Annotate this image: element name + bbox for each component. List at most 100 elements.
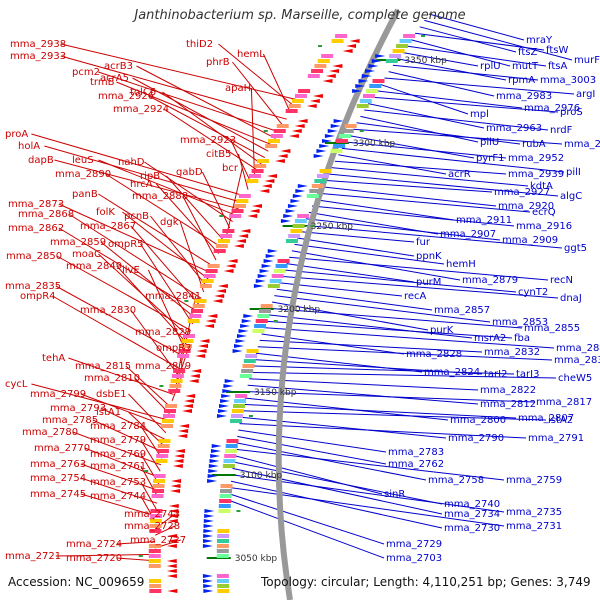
gene-label-mma-2769[interactable]: mma_2769 [90,449,146,460]
gene-label-mma-2817[interactable]: mma_2817 [536,397,592,408]
gene-label-acrb3[interactable]: acrB3 [104,61,133,72]
gene-label-rpma[interactable]: rpmA [508,75,535,86]
gene-label-folk[interactable]: folK [96,207,115,218]
gene-label-nahd[interactable]: nahD [118,157,145,168]
gene-label-argi[interactable]: argI [576,89,595,100]
gene-label-mma-2873[interactable]: mma_2873 [8,199,64,210]
gene-label-ilve[interactable]: ilvE [122,265,140,276]
gene-label-reca[interactable]: recA [404,291,427,302]
gene-label-mma-2753[interactable]: mma_2753 [90,477,146,488]
gene-label-apah[interactable]: apaH [225,83,251,94]
gene-label-mma-2735[interactable]: mma_2735 [506,507,562,518]
gene-label-mma-2888[interactable]: mma_2888 [132,191,188,202]
gene-label-mma-2976[interactable]: mma_2976 [524,103,580,114]
gene-label-mma-2907[interactable]: mma_2907 [440,229,496,240]
gene-label-mma-2924[interactable]: mma_2924 [113,104,169,115]
gene-label-mma-2868[interactable]: mma_2868 [18,209,74,220]
gene-label-mma-2703[interactable]: mma_2703 [386,553,442,564]
gene-label-mma-2785[interactable]: mma_2785 [42,415,98,426]
gene-label-mma-2938[interactable]: mma_2938 [10,39,66,50]
gene-label-mma-2743[interactable]: mma_2743 [124,509,180,520]
gene-label-mma-2952[interactable]: mma_2952 [508,153,564,164]
gene-label-phrb[interactable]: phrB [206,57,230,68]
gene-label-mma-2859[interactable]: mma_2859 [50,237,106,248]
gene-label-mma-2721[interactable]: mma_2721 [5,551,61,562]
gene-label-mma-2734[interactable]: mma_2734 [444,509,500,520]
gene-label-mma-2759[interactable]: mma_2759 [506,475,562,486]
gene-label-murf[interactable]: murF [574,55,600,66]
gene-label-citb5[interactable]: citB5 [206,149,231,160]
gene-label-mma-2800[interactable]: mma_2800 [450,415,506,426]
gene-label-mma-2829[interactable]: mma_2829 [135,327,191,338]
gene-label-cynt2[interactable]: cynT2 [518,287,548,298]
gene-label-ftsa[interactable]: ftsA [548,61,567,72]
gene-label-mma-2916[interactable]: mma_2916 [516,221,572,232]
gene-label-ecrq[interactable]: ecrQ [532,207,556,218]
gene-label-mma-2862[interactable]: mma_2862 [8,223,64,234]
gene-label-mma-2819[interactable]: mma_2819 [135,361,191,372]
gene-label-hrca[interactable]: hrcA [130,179,153,190]
gene-label-sinr[interactable]: sinR [384,489,405,500]
gene-label-mma-2927[interactable]: mma_2927 [494,187,550,198]
gene-label-mma-2853[interactable]: mma_2853 [492,317,548,328]
gene-label-mma-2720[interactable]: mma_2720 [66,553,122,564]
gene-label-mma-2783[interactable]: mma_2783 [388,447,444,458]
gene-label-mma-2855[interactable]: mma_2855 [524,323,580,334]
gene-label-acra5[interactable]: acrA5 [100,73,129,84]
gene-label-mma-2850[interactable]: mma_2850 [6,251,62,262]
gene-label-hemh[interactable]: hemH [446,259,476,270]
gene-label-pros[interactable]: proS [560,107,583,118]
gene-label-fur[interactable]: fur [416,237,431,248]
gene-label-dsbe1[interactable]: dsbE1 [96,389,127,400]
gene-label-mray[interactable]: mraY [526,35,553,46]
gene-label-leus[interactable]: leuS [72,155,94,166]
gene-label-cycl[interactable]: cycL [5,379,28,390]
gene-label-mma-3003[interactable]: mma_3003 [540,75,596,86]
gene-label-dgk[interactable]: dgk [160,217,179,228]
gene-label-mma-2835[interactable]: mma_2835 [5,281,61,292]
gene-label-mma-2867[interactable]: mma_2867 [80,221,136,232]
gene-label-mma-2815[interactable]: mma_2815 [75,361,131,372]
gene-label-mma-2983[interactable]: mma_2983 [496,91,552,102]
gene-label-mma-2724[interactable]: mma_2724 [66,539,122,550]
gene-label-mpl[interactable]: mpl [470,109,489,120]
gene-label-mma-2911[interactable]: mma_2911 [456,215,512,226]
gene-label-mma-2964[interactable]: mma_2964 [564,139,600,150]
gene-label-mma-2920[interactable]: mma_2920 [498,201,554,212]
gene-label-pcnb[interactable]: pcnB [124,211,149,222]
gene-label-thid2[interactable]: thiD2 [186,39,213,50]
gene-label-pili[interactable]: pilI [566,167,581,178]
gene-label-ppnk[interactable]: ppnK [416,251,442,262]
gene-label-proa[interactable]: proA [5,129,28,140]
gene-label-ftsw[interactable]: ftsW [546,45,568,56]
gene-label-mma-2963[interactable]: mma_2963 [486,123,542,134]
gene-label-teha[interactable]: tehA [42,353,65,364]
gene-label-mma-2758[interactable]: mma_2758 [428,475,484,486]
gene-label-nrdf[interactable]: nrdF [550,125,573,136]
gene-label-ompr3[interactable]: ompR3 [156,343,192,354]
gene-label-ista2[interactable]: istA2 [548,415,573,426]
gene-label-mma-2729[interactable]: mma_2729 [386,539,442,550]
gene-label-mma-2763[interactable]: mma_2763 [30,459,86,470]
gene-label-ggt5[interactable]: ggt5 [564,243,587,254]
gene-label-hola[interactable]: holA [18,141,40,152]
gene-label-ruba[interactable]: rubA [522,139,546,150]
gene-label-mma-2926[interactable]: mma_2926 [98,91,154,102]
gene-label-pcm2[interactable]: pcm2 [72,67,100,78]
gene-label-purk[interactable]: purK [430,325,454,336]
gene-label-mma-2909[interactable]: mma_2909 [502,235,558,246]
gene-label-mma-2770[interactable]: mma_2770 [34,443,90,454]
gene-label-dapb[interactable]: dapB [28,155,54,166]
gene-label-mma-2784[interactable]: mma_2784 [90,421,146,432]
gene-label-mma-2857[interactable]: mma_2857 [434,305,490,316]
gene-label-mma-2842[interactable]: mma_2842 [556,343,600,354]
gene-label-ompr4[interactable]: ompR4 [20,291,56,302]
gene-label-dnaj[interactable]: dnaJ [560,293,582,304]
gene-label-mma-2779[interactable]: mma_2779 [90,435,146,446]
gene-label-mma-2879[interactable]: mma_2879 [462,275,518,286]
gene-label-rplu[interactable]: rplU [480,61,501,72]
gene-label-mma-2890[interactable]: mma_2890 [55,169,111,180]
gene-label-kdta[interactable]: kdtA [530,181,553,192]
gene-label-algc[interactable]: algC [560,191,582,202]
gene-label-mma-2822[interactable]: mma_2822 [480,385,536,396]
